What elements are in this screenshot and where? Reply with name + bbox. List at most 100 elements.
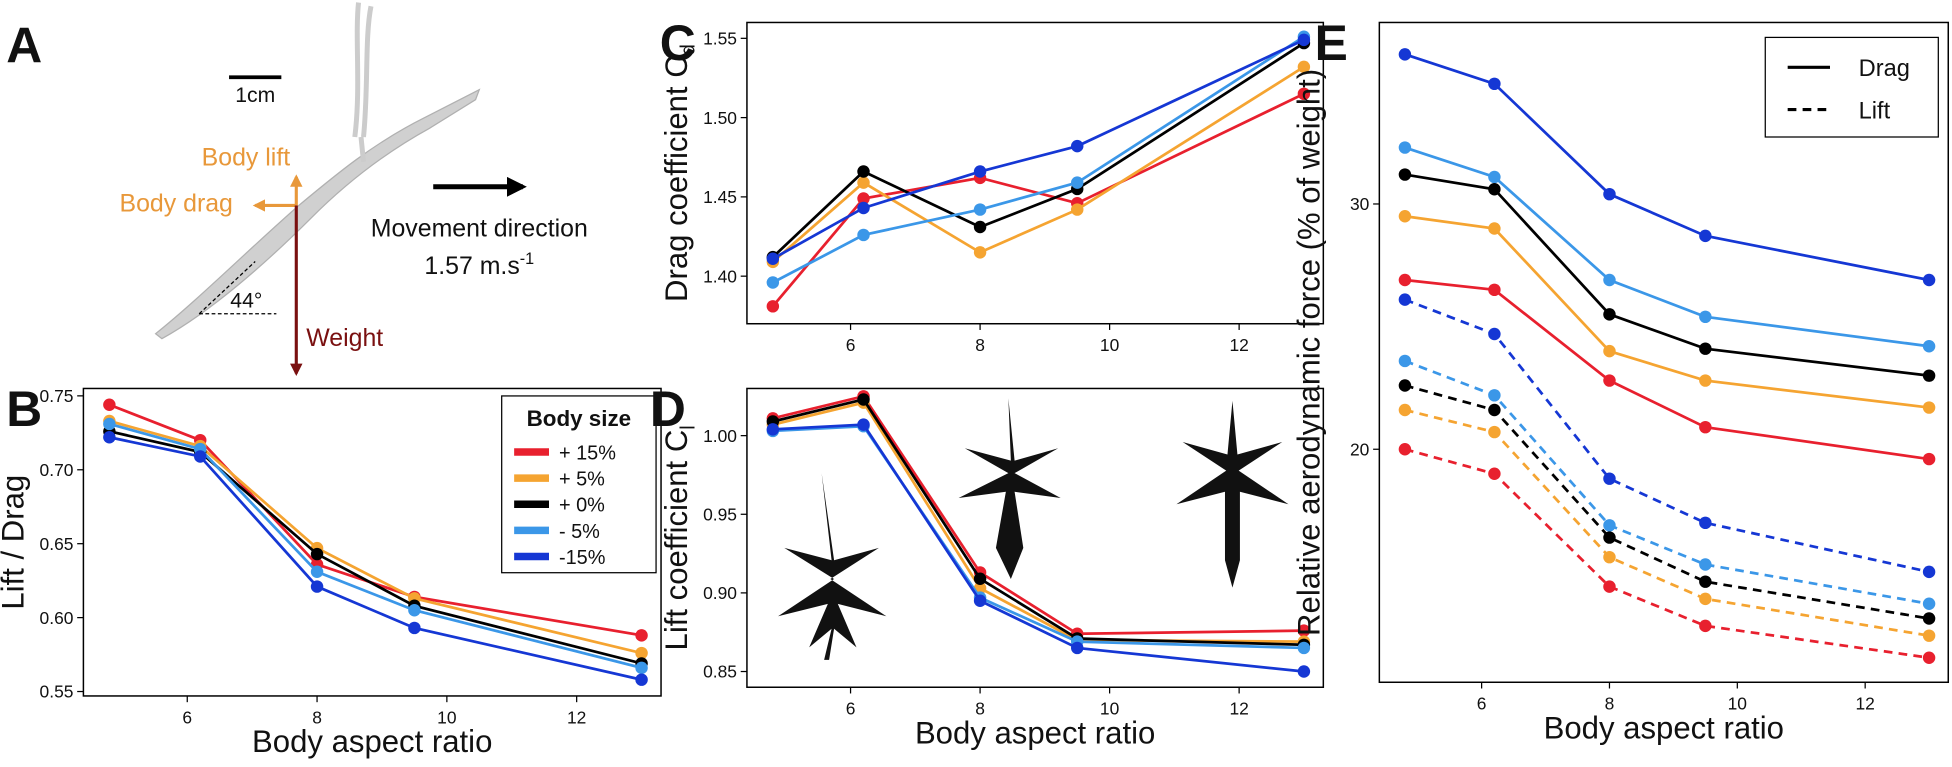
- data-point: [310, 547, 324, 561]
- data-point: [103, 431, 116, 444]
- plot-frame: [1378, 21, 1950, 684]
- angle-label: 44°: [230, 290, 262, 313]
- silhouettes: [778, 398, 1289, 660]
- data-point: [973, 246, 987, 259]
- data-point: [1398, 168, 1412, 181]
- data-point: [857, 228, 870, 242]
- data-point: [1297, 665, 1311, 678]
- y-tick-label: 0.85: [703, 662, 737, 682]
- data-point: [1699, 374, 1712, 387]
- data-point: [1603, 519, 1616, 532]
- data-point: [857, 418, 870, 431]
- data-point: [1488, 403, 1501, 417]
- data-point: [1603, 472, 1616, 485]
- data-point: [766, 252, 780, 265]
- speed-label: 1.57 m.s-1: [424, 250, 534, 280]
- data-point: [1603, 344, 1616, 358]
- data-point: [1071, 176, 1084, 189]
- data-point: [1398, 48, 1412, 61]
- y-tick-label: 0.90: [703, 583, 737, 603]
- y-axis-label-main: Relative aerodynamic force (% of weight): [1292, 69, 1327, 636]
- y-axis-label-sub: l: [678, 425, 700, 429]
- lift-label: Body lift: [202, 144, 291, 172]
- panel-letter: A: [6, 17, 42, 73]
- series-line: [771, 41, 1305, 259]
- y-tick-label: 1.55: [703, 29, 737, 49]
- y-tick-label: 1.00: [703, 426, 737, 446]
- data-point: [1699, 516, 1712, 530]
- speed-unit: -1: [520, 250, 534, 268]
- y-axis-label-main: Drag coefficient C: [659, 55, 694, 302]
- data-point: [973, 165, 987, 178]
- data-point: [1922, 651, 1936, 664]
- data-point: [1603, 580, 1616, 593]
- data-point: [1488, 467, 1501, 481]
- data-point: [1297, 60, 1311, 74]
- panel-letter: B: [6, 381, 42, 437]
- data-point: [1398, 293, 1412, 306]
- panel-letter: E: [1315, 15, 1348, 71]
- data-point: [1603, 273, 1616, 287]
- x-tick-label: 8: [975, 335, 985, 355]
- data-point: [1398, 354, 1412, 368]
- data-point: [1297, 33, 1311, 47]
- data-point: [1297, 87, 1311, 101]
- scale-label: 1cm: [235, 84, 275, 107]
- series-line: [1404, 298, 1930, 574]
- y-tick-label: 0.75: [40, 386, 74, 406]
- x-axis-label: Body aspect ratio: [1544, 710, 1784, 745]
- data-point: [635, 646, 648, 660]
- data-point: [103, 417, 116, 431]
- y-tick-label: 0.95: [703, 504, 737, 524]
- data-point: [1488, 425, 1501, 439]
- x-tick-label: 8: [1605, 694, 1615, 714]
- legend-title: Body size: [527, 406, 632, 431]
- data-point: [1603, 531, 1616, 544]
- data-point: [310, 565, 324, 579]
- data-point: [1071, 139, 1084, 153]
- data-point: [310, 580, 324, 593]
- x-tick-label: 6: [1477, 694, 1487, 714]
- legend-label: + 0%: [559, 495, 605, 517]
- data-point: [1488, 183, 1501, 196]
- data-point: [1297, 624, 1311, 637]
- data-point: [1398, 141, 1412, 154]
- data-point: [1699, 619, 1712, 633]
- plot-frame: [746, 21, 1325, 325]
- data-point: [1488, 170, 1501, 184]
- y-axis-label: Lift coefficient Cl: [659, 425, 699, 650]
- y-tick-label: 0.55: [40, 682, 74, 702]
- data-point: [1922, 401, 1936, 414]
- x-tick-label: 8: [312, 707, 322, 727]
- legend-label: + 5%: [559, 469, 605, 491]
- data-point: [1398, 403, 1412, 417]
- x-tick-label: 12: [1229, 699, 1248, 719]
- data-point: [1603, 308, 1616, 321]
- data-point: [1071, 641, 1084, 655]
- data-point: [635, 661, 648, 675]
- legend-label: Lift: [1859, 98, 1891, 124]
- y-tick-label: 1.45: [703, 187, 737, 207]
- x-axis-label: Body aspect ratio: [252, 724, 492, 759]
- data-point: [973, 203, 987, 216]
- data-point: [973, 594, 987, 607]
- data-point: [1398, 443, 1412, 456]
- x-tick-label: 6: [846, 335, 856, 355]
- data-point: [1603, 187, 1616, 201]
- x-tick-label: 8: [975, 699, 985, 719]
- data-point: [408, 603, 421, 617]
- x-tick-label: 12: [567, 707, 586, 727]
- data-point: [857, 393, 870, 406]
- data-point: [1398, 210, 1412, 223]
- data-point: [1488, 327, 1501, 341]
- data-point: [1922, 612, 1936, 625]
- series-line: [1404, 384, 1930, 620]
- data-point: [1488, 389, 1501, 402]
- plot-frame: [746, 387, 1325, 688]
- y-axis-label: Lift / Drag: [0, 475, 31, 610]
- data-point: [973, 572, 987, 585]
- y-axis-label-main: Lift / Drag: [0, 475, 31, 610]
- data-point: [1488, 283, 1501, 297]
